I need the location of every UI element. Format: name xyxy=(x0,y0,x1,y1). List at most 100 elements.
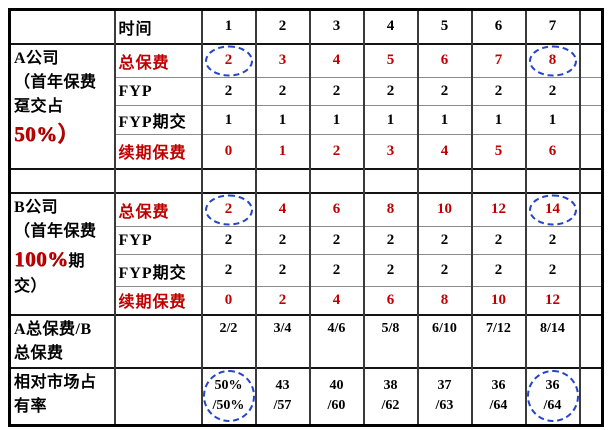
b-total-time1-cell: 2 xyxy=(200,191,256,227)
b-total-row: B公司 （首年保费 100%期 交） 总保费 2 4 6 8 10 12 14 xyxy=(8,191,603,315)
value-cell: 3 xyxy=(254,42,310,78)
value-cell: 8 xyxy=(416,286,472,315)
cell-value-top: 36 xyxy=(491,377,506,393)
empty-cell xyxy=(308,167,364,193)
company-b-desc-line: 期 xyxy=(68,252,86,270)
company-b-label-cell: B公司 （首年保费 100%期 交） xyxy=(8,191,115,315)
value-cell: 4 xyxy=(308,42,364,78)
value-cell: 2 xyxy=(470,226,526,255)
value-cell: 4/6 xyxy=(308,313,364,368)
market-share-label-line: 有率 xyxy=(14,397,48,415)
market-share-label-line: 相对市场占 xyxy=(14,373,97,391)
value-cell: 40 /60 xyxy=(308,366,364,426)
value-cell: 1 xyxy=(416,105,472,135)
value-cell: 4 xyxy=(308,286,364,315)
empty-tail-cell xyxy=(578,105,603,135)
market-share-label-cell: 相对市场占 有率 xyxy=(8,366,115,426)
value-cell: 0 xyxy=(200,134,256,169)
empty-cell xyxy=(113,313,202,368)
row-label-b-total: 总保费 xyxy=(113,191,202,227)
spacer-row xyxy=(8,167,603,193)
row-label-a-renewal: 续期保费 xyxy=(113,134,202,169)
market-share-time1-cell: 50% /50% xyxy=(200,366,256,426)
empty-tail-cell xyxy=(578,254,603,287)
time-header-cell: 时间 xyxy=(113,9,202,44)
cell-value-bottom: /57 xyxy=(273,398,292,414)
market-share-time7-cell: 36 /64 xyxy=(524,366,580,426)
value-cell: 5 xyxy=(470,134,526,169)
empty-cell xyxy=(113,366,202,426)
time-col-header: 4 xyxy=(362,9,418,44)
market-share-row: 相对市场占 有率 50% /50% 43 /57 40 /60 38 /62 3… xyxy=(8,366,603,426)
corner-empty-cell xyxy=(8,9,115,44)
row-label-a-fyp-regular: FYP期交 xyxy=(113,105,202,135)
value-cell: 2 xyxy=(308,226,364,255)
b-fyp-regular-row: FYP期交 2 2 2 2 2 2 2 xyxy=(10,254,603,287)
value-cell: 37 /63 xyxy=(416,366,472,426)
empty-tail-cell xyxy=(578,134,603,169)
time-col-header: 3 xyxy=(308,9,364,44)
cell-value-top: 37 xyxy=(437,377,452,393)
value-cell: 2 xyxy=(416,254,472,287)
empty-tail-cell xyxy=(578,286,603,315)
value-cell: 5/8 xyxy=(362,313,418,368)
cell-value-bottom: /63 xyxy=(435,398,454,414)
value-cell: 2 xyxy=(470,77,526,106)
row-label-b-fyp: FYP xyxy=(113,226,202,255)
b-fyp-row: FYP 2 2 2 2 2 2 2 xyxy=(10,226,603,255)
ratio-row-label-cell: A总保费/B 总保费 xyxy=(8,313,115,368)
value-cell: 2 xyxy=(254,226,310,255)
cell-value-top: 38 xyxy=(383,377,398,393)
value-cell: 6 xyxy=(524,134,580,169)
empty-tail-cell xyxy=(578,226,603,255)
value-cell: 2 xyxy=(200,226,256,255)
value-cell: 10 xyxy=(470,286,526,315)
premium-comparison-table: 时间 1 2 3 4 5 6 7 A公司 （首年保费 趸交占 50%） 总保费 … xyxy=(8,8,604,427)
value-cell: 8/14 xyxy=(524,313,580,368)
cell-value-bottom: /62 xyxy=(381,398,400,414)
value-cell: 12 xyxy=(524,286,580,315)
time-col-header: 6 xyxy=(470,9,526,44)
value-cell: 2 xyxy=(308,254,364,287)
a-total-time1-cell: 2 xyxy=(200,42,256,78)
time-col-header: 2 xyxy=(254,9,310,44)
cell-value: 8 xyxy=(548,52,557,69)
value-cell: 2 xyxy=(524,226,580,255)
a-fyp-row: FYP 2 2 2 2 2 2 2 xyxy=(10,77,603,106)
value-cell: 6 xyxy=(308,191,364,227)
time-col-header: 1 xyxy=(200,9,256,44)
company-b-desc-line: 交） xyxy=(14,278,48,295)
value-cell: 10 xyxy=(416,191,472,227)
value-cell: 2 xyxy=(308,134,364,169)
empty-tail-cell xyxy=(578,42,603,78)
company-a-percent: 50%） xyxy=(14,121,79,146)
value-cell: 1 xyxy=(254,134,310,169)
value-cell: 4 xyxy=(416,134,472,169)
cell-value-top: 36 xyxy=(545,377,560,393)
value-cell: 2 xyxy=(362,226,418,255)
value-cell: 4 xyxy=(254,191,310,227)
company-b-name: B公司 xyxy=(14,198,59,216)
empty-cell xyxy=(254,167,310,193)
row-label-b-fyp-regular: FYP期交 xyxy=(113,254,202,287)
cell-value-bottom: /64 xyxy=(489,398,508,414)
value-cell: 2 xyxy=(200,77,256,106)
empty-tail-cell xyxy=(578,77,603,106)
value-cell: 12 xyxy=(470,191,526,227)
value-cell: 2 xyxy=(470,254,526,287)
value-cell: 2 xyxy=(416,77,472,106)
value-cell: 2 xyxy=(362,254,418,287)
a-fyp-regular-row: FYP期交 1 1 1 1 1 1 1 xyxy=(10,105,603,135)
cell-value-bottom: /50% xyxy=(212,398,245,414)
value-cell: 2 xyxy=(308,77,364,106)
value-cell: 6 xyxy=(416,42,472,78)
a-total-time7-cell: 8 xyxy=(524,42,580,78)
value-cell: 2 xyxy=(362,77,418,106)
value-cell: 1 xyxy=(524,105,580,135)
company-a-name: A公司 xyxy=(14,49,60,67)
value-cell: 3 xyxy=(362,134,418,169)
empty-cell xyxy=(524,167,580,193)
value-cell: 2 xyxy=(254,254,310,287)
cell-value-bottom: /64 xyxy=(543,398,562,414)
